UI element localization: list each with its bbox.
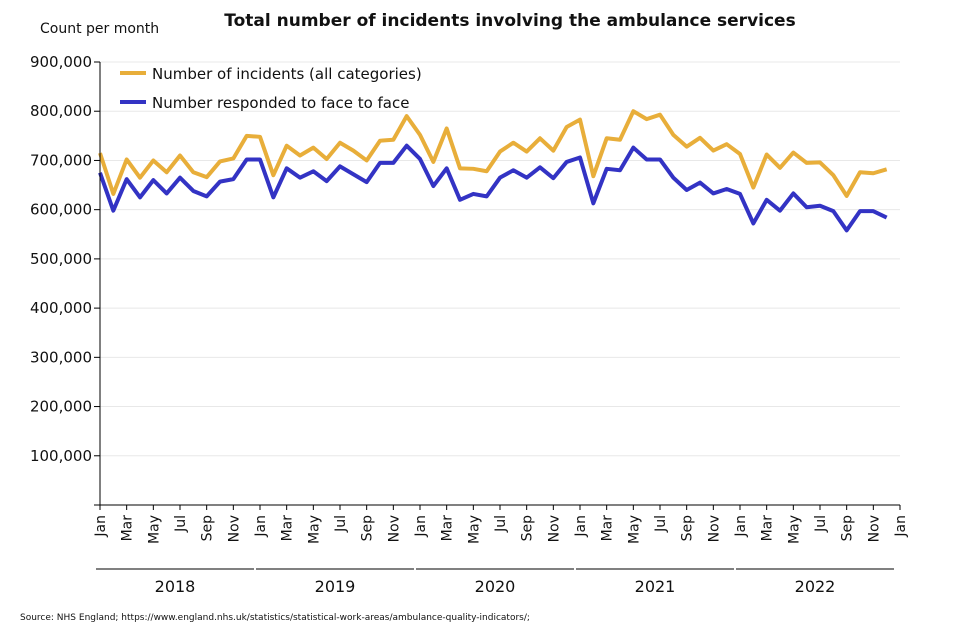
chart-title: Total number of incidents involving the … bbox=[224, 11, 795, 31]
x-tick-label: Mar bbox=[280, 515, 296, 542]
gridlines bbox=[100, 61, 900, 457]
series-line-0 bbox=[98, 109, 888, 198]
series-lines bbox=[98, 109, 888, 233]
x-tick-label: Jul bbox=[333, 515, 349, 533]
x-tick-label: Jan bbox=[253, 515, 269, 538]
y-tick-label: 200,000 bbox=[30, 398, 92, 416]
x-tick-label: Nov bbox=[386, 515, 402, 542]
x-tick-label: Sep bbox=[360, 515, 376, 542]
x-tick-label: Jul bbox=[173, 515, 189, 533]
x-tick-label: Jul bbox=[493, 515, 509, 533]
source-note: Source: NHS England; https://www.england… bbox=[20, 613, 530, 623]
x-tick-label: May bbox=[786, 515, 802, 544]
year-label: 2022 bbox=[795, 577, 836, 596]
year-label: 2019 bbox=[315, 577, 356, 596]
x-tick-label: May bbox=[626, 515, 642, 544]
y-tick-label: 600,000 bbox=[30, 201, 92, 219]
x-tick-label: Jan bbox=[93, 515, 109, 538]
x-tick-label: Sep bbox=[520, 515, 536, 542]
x-tick-label: May bbox=[466, 515, 482, 544]
year-label: 2021 bbox=[635, 577, 676, 596]
x-tick-label: Sep bbox=[200, 515, 216, 542]
legend-label: Number responded to face to face bbox=[152, 94, 409, 112]
x-tick-label: Sep bbox=[840, 515, 856, 542]
x-tick-label: Mar bbox=[760, 515, 776, 542]
x-tick-label: Jan bbox=[733, 515, 749, 538]
x-tick-label: Jan bbox=[573, 515, 589, 538]
legend: Number of incidents (all categories) Numb… bbox=[120, 65, 422, 112]
x-tick-label: May bbox=[306, 515, 322, 544]
x-tick-label: Jul bbox=[653, 515, 669, 533]
x-tick-label: May bbox=[146, 515, 162, 544]
series-line-1 bbox=[98, 143, 888, 233]
x-axis-ticks: Jan Mar May Jul Sep Nov Jan Mar May Jul Sep Nov Jan M… bbox=[93, 505, 909, 544]
x-tick-label: Mar bbox=[600, 515, 616, 542]
x-tick-label: Sep bbox=[680, 515, 696, 542]
x-tick-label: Jan bbox=[413, 515, 429, 538]
year-label: 2020 bbox=[475, 577, 516, 596]
y-tick-label: 300,000 bbox=[30, 348, 92, 366]
x-tick-label: Nov bbox=[706, 515, 722, 542]
y-axis-label: Count per month bbox=[40, 21, 159, 37]
x-tick-label: Nov bbox=[866, 515, 882, 542]
y-tick-label: 500,000 bbox=[30, 250, 92, 268]
legend-label: Number of incidents (all categories) bbox=[152, 65, 422, 83]
x-tick-label: Nov bbox=[546, 515, 562, 542]
x-tick-label: Mar bbox=[120, 515, 136, 542]
y-tick-label: 400,000 bbox=[30, 299, 92, 317]
year-label: 2018 bbox=[155, 577, 196, 596]
year-labels: 2018 2019 2020 2021 2022 bbox=[96, 568, 894, 596]
x-tick-label: Jan bbox=[893, 515, 909, 538]
x-tick-label: Nov bbox=[226, 515, 242, 542]
y-tick-label: 900,000 bbox=[30, 53, 92, 71]
y-tick-label: 700,000 bbox=[30, 151, 92, 169]
y-tick-label: 100,000 bbox=[30, 447, 92, 465]
x-tick-label: Mar bbox=[440, 515, 456, 542]
x-tick-label: Jul bbox=[813, 515, 829, 533]
y-tick-label: 800,000 bbox=[30, 102, 92, 120]
y-axis-ticks: 100,000 200,000 300,000 400,000 500,000 600,0… bbox=[30, 53, 100, 506]
